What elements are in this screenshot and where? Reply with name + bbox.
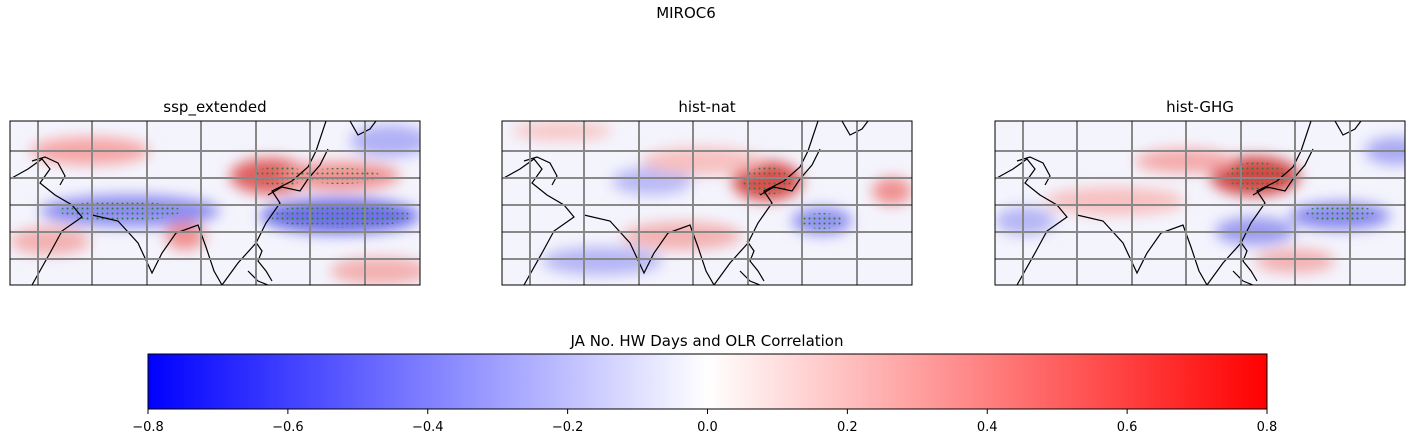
tick-label: −0.2 <box>552 420 584 435</box>
field-blob <box>622 222 742 250</box>
panel-title: hist-GHG <box>1166 98 1234 116</box>
field-blob <box>350 125 420 157</box>
tick-label: −0.6 <box>272 420 304 435</box>
significance-dots <box>300 168 380 184</box>
field-blob <box>1045 187 1185 215</box>
field-blob <box>642 147 762 175</box>
panel-title: ssp_extended <box>163 98 266 117</box>
map-frame <box>994 120 1406 286</box>
tick-label: 0.0 <box>697 420 718 435</box>
map-content <box>995 121 1405 285</box>
map-frame <box>501 120 913 286</box>
colorbar <box>147 353 1268 410</box>
map-content <box>10 121 420 285</box>
tick-label: 0.4 <box>977 420 998 435</box>
tick-label: 0.2 <box>837 420 858 435</box>
significance-dots <box>802 213 842 229</box>
field-blob <box>872 177 912 205</box>
field-blob <box>612 167 692 195</box>
map-panel: ssp_extended <box>9 98 421 286</box>
tick-label: 0.6 <box>1117 420 1138 435</box>
significance-dots <box>270 204 410 228</box>
field-blob <box>10 227 90 255</box>
map-frame <box>9 120 421 286</box>
colorbar-label: JA No. HW Days and OLR Correlation <box>570 332 844 350</box>
map-content <box>502 121 912 285</box>
field-blob <box>995 207 1055 235</box>
significance-dots <box>1305 205 1375 221</box>
panel-title: hist-nat <box>678 98 735 116</box>
field-blob <box>330 257 420 285</box>
map-panel: hist-nat <box>501 98 913 286</box>
map-panel: hist-GHG <box>994 98 1406 286</box>
tick-label: 0.8 <box>1257 420 1278 435</box>
tick-label: −0.4 <box>412 420 444 435</box>
field <box>512 121 912 275</box>
tick-label: −0.8 <box>132 420 164 435</box>
significance-dots <box>1227 162 1287 190</box>
field-blob <box>512 121 612 141</box>
field-blob <box>542 247 662 275</box>
field-blob <box>165 222 205 250</box>
figure-title: MIROC6 <box>656 4 716 22</box>
